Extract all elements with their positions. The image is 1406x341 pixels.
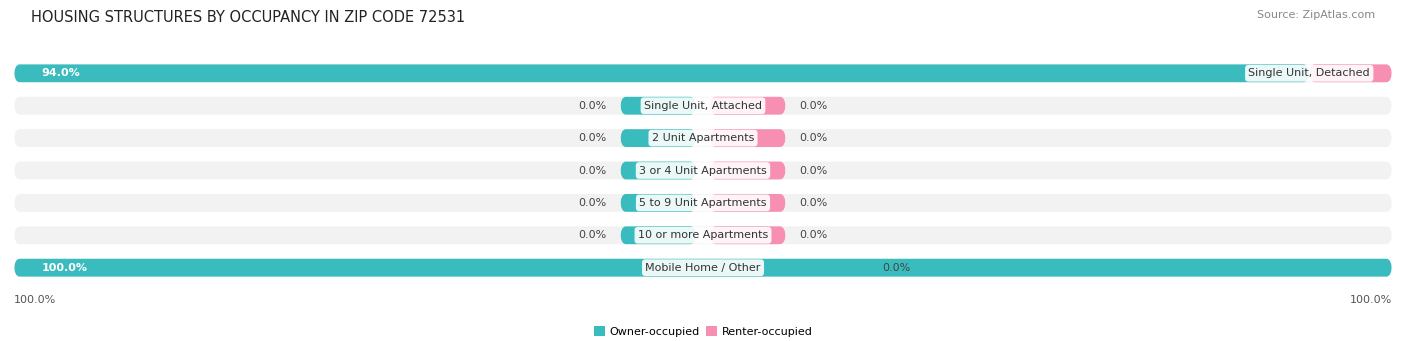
Text: 0.0%: 0.0% [578,198,606,208]
Text: 2 Unit Apartments: 2 Unit Apartments [652,133,754,143]
FancyBboxPatch shape [14,226,1392,244]
Text: 100.0%: 100.0% [42,263,87,273]
Text: Single Unit, Detached: Single Unit, Detached [1249,68,1369,78]
Text: 0.0%: 0.0% [578,230,606,240]
FancyBboxPatch shape [14,64,1309,82]
Text: 94.0%: 94.0% [42,68,80,78]
FancyBboxPatch shape [14,97,1392,115]
FancyBboxPatch shape [710,97,786,115]
Text: 5 to 9 Unit Apartments: 5 to 9 Unit Apartments [640,198,766,208]
FancyBboxPatch shape [14,129,1392,147]
Text: 3 or 4 Unit Apartments: 3 or 4 Unit Apartments [640,165,766,176]
Text: 0.0%: 0.0% [578,165,606,176]
FancyBboxPatch shape [14,162,1392,179]
FancyBboxPatch shape [710,194,786,212]
Text: 0.0%: 0.0% [800,165,828,176]
FancyBboxPatch shape [710,226,786,244]
FancyBboxPatch shape [620,194,696,212]
FancyBboxPatch shape [1309,64,1392,82]
Text: Single Unit, Attached: Single Unit, Attached [644,101,762,111]
FancyBboxPatch shape [14,259,1392,277]
Text: 0.0%: 0.0% [800,133,828,143]
Text: Mobile Home / Other: Mobile Home / Other [645,263,761,273]
Text: 0.0%: 0.0% [578,101,606,111]
Text: Source: ZipAtlas.com: Source: ZipAtlas.com [1257,10,1375,20]
Text: 0.0%: 0.0% [800,198,828,208]
FancyBboxPatch shape [14,194,1392,212]
FancyBboxPatch shape [14,64,1392,82]
FancyBboxPatch shape [710,162,786,179]
Text: HOUSING STRUCTURES BY OCCUPANCY IN ZIP CODE 72531: HOUSING STRUCTURES BY OCCUPANCY IN ZIP C… [31,10,465,25]
Text: 0.0%: 0.0% [882,263,910,273]
FancyBboxPatch shape [620,97,696,115]
Text: 0.0%: 0.0% [800,101,828,111]
Text: 0.0%: 0.0% [800,230,828,240]
Legend: Owner-occupied, Renter-occupied: Owner-occupied, Renter-occupied [589,322,817,341]
Text: 100.0%: 100.0% [14,295,56,305]
Text: 100.0%: 100.0% [1350,295,1392,305]
FancyBboxPatch shape [620,129,696,147]
Text: 10 or more Apartments: 10 or more Apartments [638,230,768,240]
Text: 0.0%: 0.0% [578,133,606,143]
FancyBboxPatch shape [710,129,786,147]
FancyBboxPatch shape [620,226,696,244]
FancyBboxPatch shape [620,162,696,179]
FancyBboxPatch shape [14,259,1392,277]
